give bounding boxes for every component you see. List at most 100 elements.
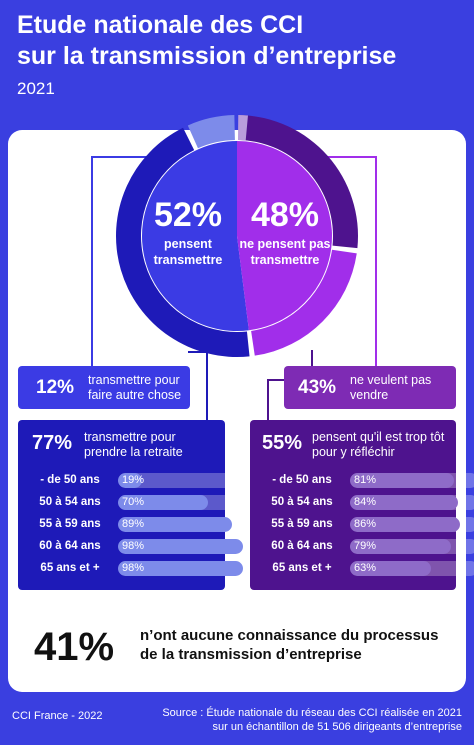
box-77-text-line2: prendre la retraite bbox=[84, 445, 183, 459]
box-77-text: transmettre pour prendre la retraite bbox=[84, 430, 183, 460]
box-43-text-line1: ne veulent pas bbox=[350, 373, 432, 387]
bar-fill bbox=[118, 517, 232, 532]
box-12-text-line1: transmettre pour bbox=[88, 373, 180, 387]
donut-ring bbox=[116, 115, 359, 357]
donut-left-label-line1: pensent bbox=[164, 237, 212, 251]
age-row: - de 50 ans 19% bbox=[30, 473, 246, 488]
age-row: - de 50 ans 81% bbox=[262, 473, 474, 488]
connector-77 bbox=[188, 351, 208, 422]
stat-41-text-line1: n’ont aucune connaissance du processus bbox=[140, 627, 439, 644]
donut-left-label: pensent transmettre bbox=[142, 236, 234, 268]
bar-track: 63% bbox=[350, 561, 474, 576]
age-label: 50 à 54 ans bbox=[271, 496, 333, 508]
bar-track: 98% bbox=[118, 539, 246, 554]
box-43-value: 43% bbox=[298, 377, 337, 398]
ring-segment-ne-veulent-pas-vendre bbox=[251, 249, 357, 356]
bar-fill bbox=[350, 473, 454, 488]
age-row: 65 ans et + 98% bbox=[30, 561, 246, 576]
box-43-text-line2: vendre bbox=[350, 388, 389, 402]
age-label: 65 ans et + bbox=[272, 562, 332, 574]
age-row: 50 à 54 ans 84% bbox=[262, 495, 474, 510]
bar-fill bbox=[118, 495, 208, 510]
bar-value: 70% bbox=[122, 496, 145, 508]
bar-value: 81% bbox=[354, 474, 377, 486]
box-12-text-line2: faire autre chose bbox=[88, 388, 182, 402]
footer-left: CCI France - 2022 bbox=[12, 710, 103, 722]
bar-track: 98% bbox=[118, 561, 246, 576]
ring-segment-small-light bbox=[238, 115, 248, 141]
stat-41-text-line2: de la transmission d’entreprise bbox=[140, 646, 362, 663]
connector-lines bbox=[91, 156, 377, 422]
connector-43 bbox=[325, 156, 377, 368]
slice-ne-pensent-pas-transmettre bbox=[237, 141, 333, 331]
age-row: 55 à 59 ans 89% bbox=[30, 517, 246, 532]
donut-right-percent: 48% bbox=[250, 196, 320, 234]
stat-41-value: 41% bbox=[34, 625, 115, 669]
box-12-percent: 12% transmettre pour faire autre chose bbox=[18, 366, 190, 409]
age-row: 60 à 64 ans 79% bbox=[262, 539, 474, 554]
box-77-text-line1: transmettre pour bbox=[84, 430, 176, 444]
box-55-text: pensent qu'il est trop tôt pour y réfléc… bbox=[312, 430, 444, 460]
age-label: 60 à 64 ans bbox=[271, 540, 333, 552]
age-label: 50 à 54 ans bbox=[39, 496, 101, 508]
bar-value: 84% bbox=[354, 496, 377, 508]
box-43-text: ne veulent pas vendre bbox=[350, 373, 431, 403]
box-55-text-line2: pour y réfléchir bbox=[312, 445, 395, 459]
bar-fill bbox=[350, 539, 452, 554]
title-line-1: Etude nationale des CCI bbox=[17, 11, 304, 39]
bar-track: 89% bbox=[118, 517, 246, 532]
box-55-percent: 55% pensent qu'il est trop tôt pour y ré… bbox=[250, 420, 474, 590]
age-label: 65 ans et + bbox=[40, 562, 100, 574]
bar-track: 84% bbox=[350, 495, 474, 510]
bar-value: 19% bbox=[122, 474, 145, 486]
donut-right-label: ne pensent pas transmettre bbox=[236, 236, 334, 268]
bar-track: 81% bbox=[350, 473, 474, 488]
slice-pensent-transmettre bbox=[142, 141, 249, 331]
bar-value: 89% bbox=[122, 518, 145, 530]
age-label: 55 à 59 ans bbox=[39, 518, 101, 530]
bar-value: 98% bbox=[122, 562, 145, 574]
age-label: - de 50 ans bbox=[272, 474, 332, 486]
age-label: 55 à 59 ans bbox=[271, 518, 333, 530]
bar-track: 79% bbox=[350, 539, 474, 554]
bar-fill bbox=[118, 561, 244, 576]
donut-right-label-line2: transmettre bbox=[250, 253, 320, 267]
ring-segment-trop-tot bbox=[239, 115, 359, 249]
box-77-value: 77% bbox=[32, 432, 73, 454]
age-row: 55 à 59 ans 86% bbox=[262, 517, 474, 532]
page-title: Etude nationale des CCI sur la transmiss… bbox=[17, 10, 467, 72]
age-row: 50 à 54 ans 70% bbox=[30, 495, 246, 510]
age-row: 60 à 64 ans 98% bbox=[30, 539, 246, 554]
box-55-text-line1: pensent qu'il est trop tôt bbox=[312, 430, 445, 444]
bar-fill bbox=[350, 517, 461, 532]
bar-fill bbox=[118, 539, 244, 554]
box-55-value: 55% bbox=[262, 432, 303, 454]
bar-fill bbox=[350, 561, 431, 576]
age-label: 60 à 64 ans bbox=[39, 540, 101, 552]
box-77-percent: 77% transmettre pour prendre la retraite… bbox=[18, 420, 246, 590]
box-12-value: 12% bbox=[36, 377, 75, 398]
bar-value: 86% bbox=[354, 518, 377, 530]
year-label: 2021 bbox=[17, 79, 55, 98]
ring-segment-autre-chose bbox=[187, 115, 235, 149]
bar-track: 86% bbox=[350, 517, 474, 532]
footer-source-line2: sur un échantillon de 51 506 dirigeants … bbox=[212, 721, 463, 733]
box-43-percent: 43% ne veulent pas vendre bbox=[284, 366, 456, 409]
bar-fill bbox=[350, 495, 458, 510]
bar-value: 98% bbox=[122, 540, 145, 552]
bar-value: 79% bbox=[354, 540, 377, 552]
donut-left-label-line2: transmettre bbox=[153, 253, 223, 267]
donut-right-label-line1: ne pensent pas bbox=[239, 237, 331, 251]
bar-value: 63% bbox=[354, 562, 377, 574]
age-label: - de 50 ans bbox=[40, 474, 100, 486]
bar-fill bbox=[118, 473, 143, 488]
donut-left-percent: 52% bbox=[153, 196, 223, 234]
title-line-2: sur la transmission d’entreprise bbox=[17, 42, 397, 70]
box-12-text: transmettre pour faire autre chose bbox=[88, 373, 181, 403]
footer-source: Source : Étude nationale du réseau des C… bbox=[162, 706, 462, 734]
connector-12 bbox=[91, 156, 150, 368]
age-row: 65 ans et + 63% bbox=[262, 561, 474, 576]
stat-41-text: n’ont aucune connaissance du processus d… bbox=[140, 626, 438, 664]
donut-inner bbox=[142, 141, 333, 331]
